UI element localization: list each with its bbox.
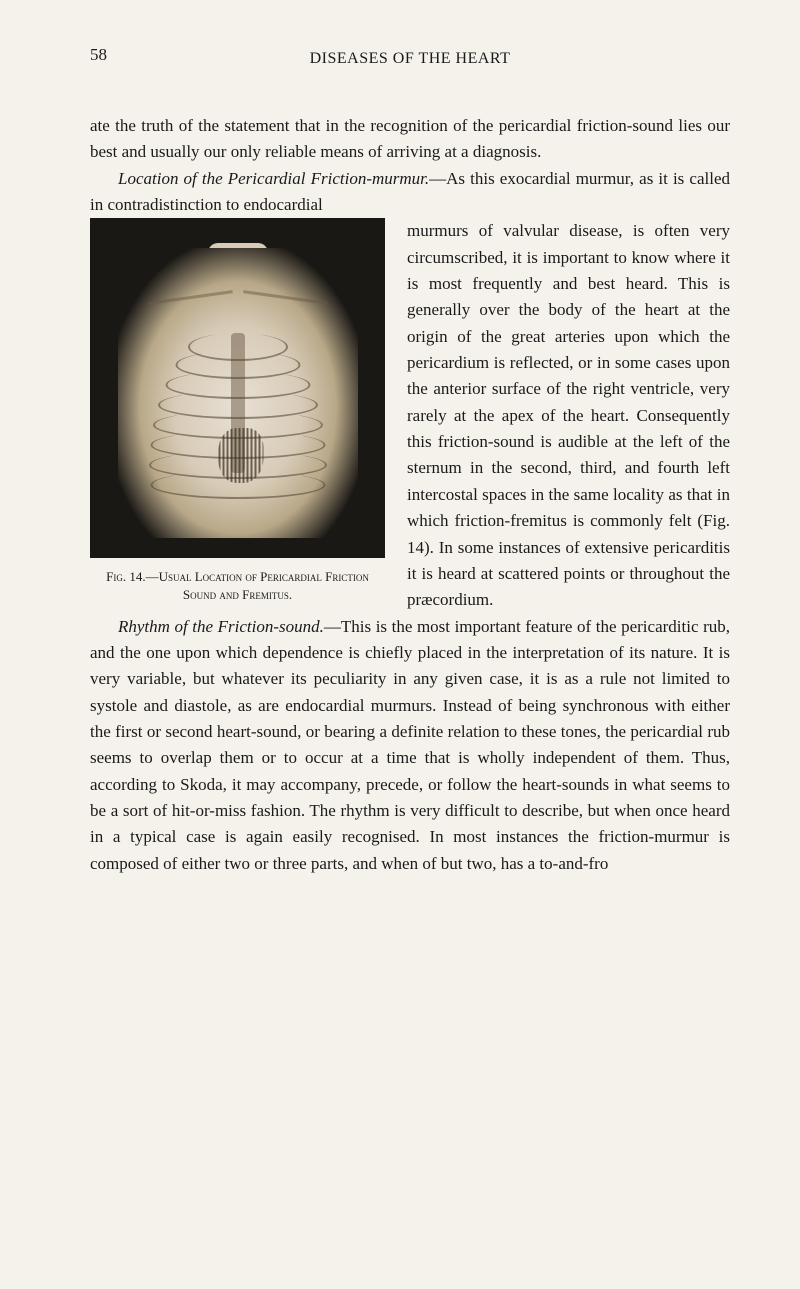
paragraph-3-body: —This is the most important feature of t… <box>90 617 730 873</box>
section-heading-rhythm: Rhythm of the Friction-sound. <box>118 617 324 636</box>
figure-caption: Fig. 14.—Usual Location of Pericardial F… <box>90 568 385 603</box>
ribcage <box>148 333 328 503</box>
paragraph-1: ate the truth of the statement that in t… <box>90 113 730 166</box>
running-head: DISEASES OF THE HEART <box>90 50 730 68</box>
figure-14: Fig. 14.—Usual Location of Pericardial F… <box>90 218 385 603</box>
figure-text-wrap: Fig. 14.—Usual Location of Pericardial F… <box>90 218 730 613</box>
collarbone <box>148 296 328 304</box>
torso-illustration <box>118 248 358 538</box>
paragraph-2-wrapped: murmurs of valvular disease, is often ve… <box>407 221 730 609</box>
section-heading-location: Location of the Pericardial Friction-mur… <box>118 169 429 188</box>
paragraph-2-intro: Location of the Pericardial Friction-mur… <box>90 166 730 219</box>
paragraph-3: Rhythm of the Friction-sound.—This is th… <box>90 614 730 877</box>
friction-location-shading <box>219 428 264 483</box>
main-content: ate the truth of the statement that in t… <box>90 113 730 877</box>
page-number: 58 <box>90 45 107 65</box>
anatomical-illustration <box>90 218 385 558</box>
